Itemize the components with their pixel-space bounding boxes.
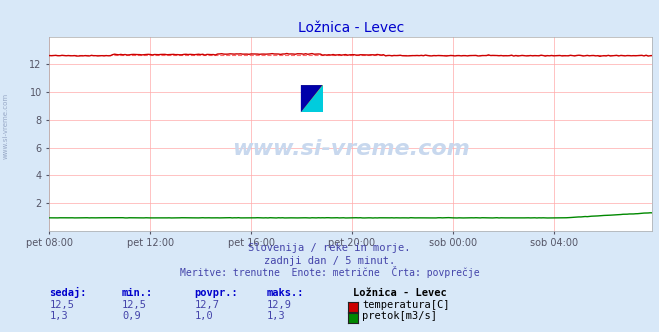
Text: zadnji dan / 5 minut.: zadnji dan / 5 minut. — [264, 256, 395, 266]
Polygon shape — [301, 85, 322, 112]
Title: Ložnica - Levec: Ložnica - Levec — [298, 21, 404, 35]
Text: 12,7: 12,7 — [194, 300, 219, 310]
Text: Ložnica - Levec: Ložnica - Levec — [353, 288, 446, 298]
Text: 1,0: 1,0 — [194, 311, 213, 321]
Text: min.:: min.: — [122, 288, 153, 298]
Text: Meritve: trenutne  Enote: metrične  Črta: povprečje: Meritve: trenutne Enote: metrične Črta: … — [180, 266, 479, 278]
Text: 12,5: 12,5 — [122, 300, 147, 310]
Text: Slovenija / reke in morje.: Slovenija / reke in morje. — [248, 243, 411, 253]
Text: pretok[m3/s]: pretok[m3/s] — [362, 311, 438, 321]
Text: 12,5: 12,5 — [49, 300, 74, 310]
Text: 12,9: 12,9 — [267, 300, 292, 310]
Text: povpr.:: povpr.: — [194, 288, 238, 298]
Text: sedaj:: sedaj: — [49, 287, 87, 298]
Text: 1,3: 1,3 — [49, 311, 68, 321]
Polygon shape — [301, 85, 322, 112]
Text: www.si-vreme.com: www.si-vreme.com — [232, 139, 470, 159]
Text: 0,9: 0,9 — [122, 311, 140, 321]
Text: 1,3: 1,3 — [267, 311, 285, 321]
Bar — [301, 85, 322, 112]
Text: www.si-vreme.com: www.si-vreme.com — [2, 93, 9, 159]
Text: maks.:: maks.: — [267, 288, 304, 298]
Text: temperatura[C]: temperatura[C] — [362, 300, 450, 310]
